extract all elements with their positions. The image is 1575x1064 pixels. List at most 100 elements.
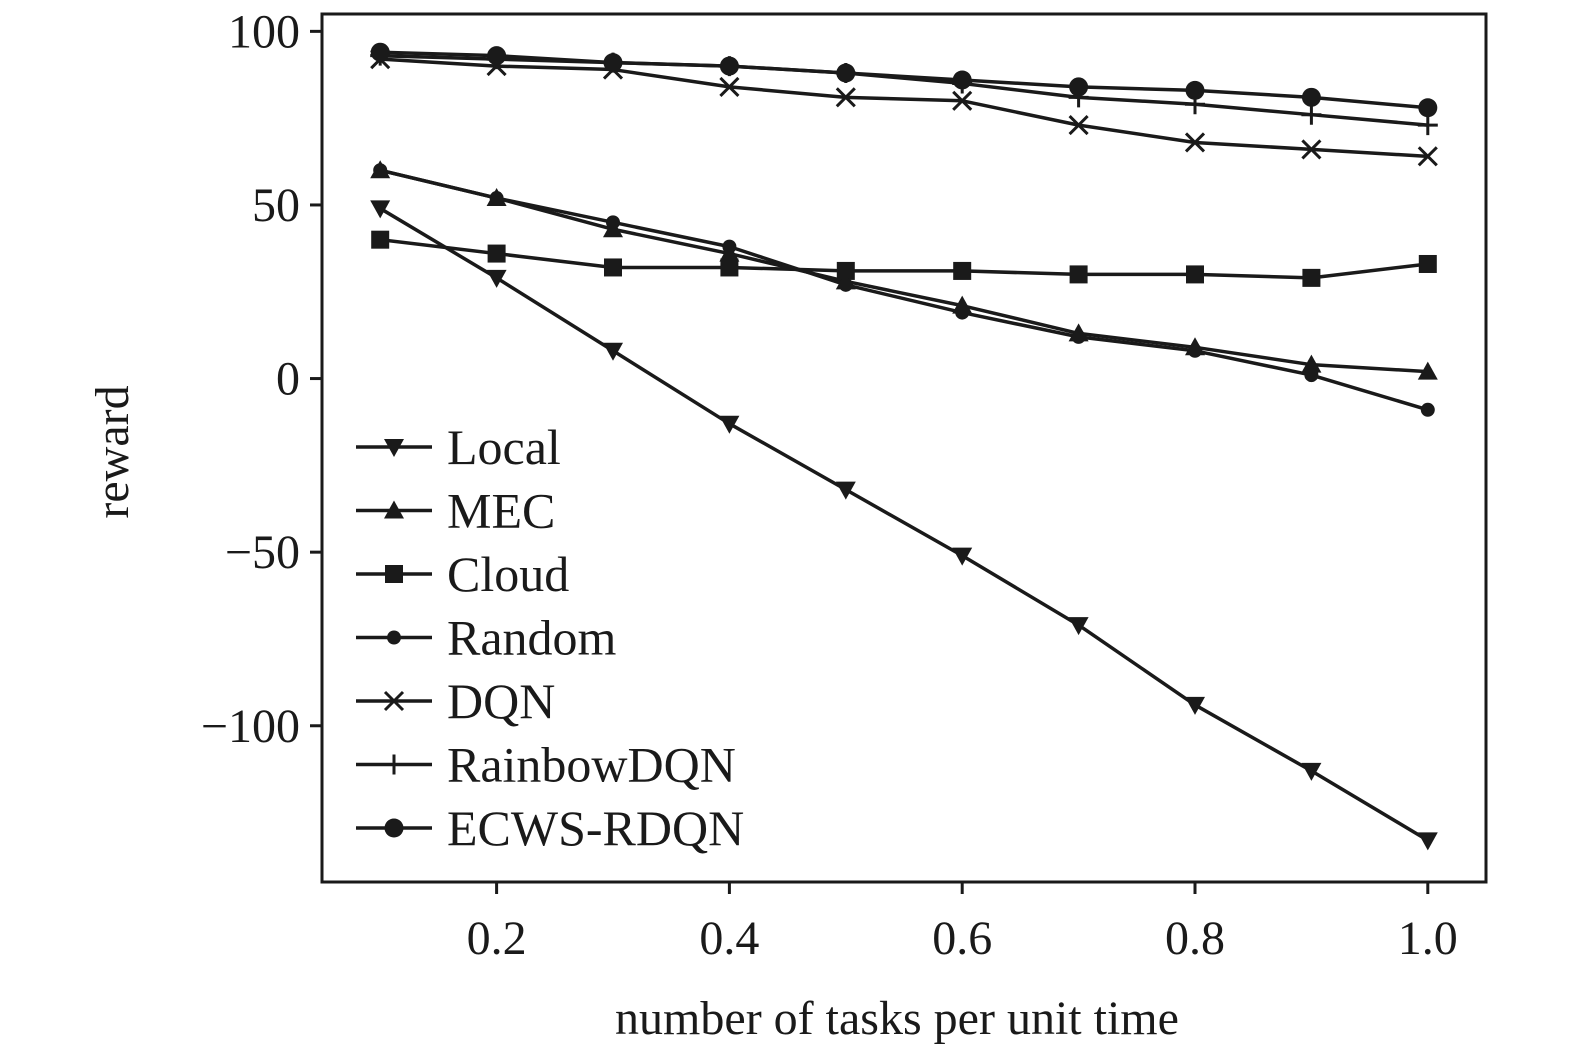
plot-frame [320,12,1488,884]
series-ecws-rdqn [370,42,1438,118]
data-point-cloud [487,244,506,263]
legend-label: ECWS-RDQN [447,800,744,856]
legend-item-random: Random [356,610,617,666]
data-point-cloud [1302,268,1321,287]
data-point-random [489,191,504,206]
legend-item-mec: MEC [356,483,555,539]
y-tick-label: 0 [276,353,300,406]
data-point-random [1304,368,1319,383]
data-point-ecws-rdqn [603,53,623,73]
data-point-dqn [835,87,856,108]
legend-item-cloud: Cloud [356,546,569,602]
series-line-mec [379,168,1428,374]
series-line-local [379,206,1429,842]
x-tick-label: 1.0 [1398,912,1458,965]
data-point-rainbowdqn [1301,104,1322,125]
data-point-dqn [952,90,973,111]
data-point-local [370,200,391,219]
x-tick-label: 0.8 [1165,912,1225,965]
legend-item-local: Local [356,419,561,475]
legend-marker-ecws-rdqn [384,818,404,838]
data-point-local [1301,762,1322,781]
legend-label: Cloud [447,546,569,602]
data-point-random [1188,343,1202,358]
series-cloud [371,230,1437,287]
data-point-cloud [720,258,739,277]
data-point-random [955,305,970,320]
legend-marker-dqn [383,690,405,712]
data-point-cloud [953,261,972,280]
data-point-local [603,342,623,361]
data-point-ecws-rdqn [1069,77,1089,97]
legend-item-ecws-rdqn: ECWS-RDQN [356,800,744,856]
y-tick-label: −100 [201,700,300,753]
legend-marker-mec [384,500,404,519]
series-layer [370,42,1438,851]
data-point-dqn [719,76,740,97]
legend: Local MEC Cloud Random DQN RainbowDQN ECWS-RDQ… [356,419,744,856]
legend-label: MEC [447,483,555,539]
data-point-ecws-rdqn [1418,98,1438,118]
data-point-local [486,269,507,288]
data-point-ecws-rdqn [719,56,739,76]
data-point-local [1185,696,1205,715]
data-point-ecws-rdqn [487,46,507,66]
x-axis-title: number of tasks per unit time [615,992,1179,1045]
legend-label: RainbowDQN [447,737,736,793]
x-axis: 0.2 0.4 0.6 0.8 1.0 [467,882,1458,965]
data-point-mec [1417,361,1438,380]
series-line-cloud [379,237,1429,280]
data-point-ecws-rdqn [952,70,972,90]
data-point-cloud [604,258,622,277]
data-point-cloud [1418,254,1437,273]
x-tick-label: 0.4 [699,912,759,965]
y-tick-label: −50 [225,526,300,579]
data-point-cloud [371,230,390,249]
legend-label: DQN [447,673,555,729]
x-tick-label: 0.2 [467,912,527,965]
series-line-ecws-rdqn [380,50,1428,110]
data-point-cloud [836,261,855,280]
data-point-random [1420,402,1435,417]
legend-label: Local [447,419,561,475]
series-random [373,163,1435,417]
data-point-random [838,277,853,292]
data-point-local [952,547,973,566]
data-point-cloud [1186,265,1204,284]
data-point-ecws-rdqn [1185,80,1205,100]
data-point-local [1417,832,1438,851]
data-point-cloud [1069,265,1088,284]
data-point-random [722,239,737,254]
legend-label: Random [447,610,617,666]
data-point-dqn [1301,139,1322,160]
data-point-mec [1301,354,1322,373]
data-point-random [606,215,620,230]
data-point-rainbowdqn [1417,115,1438,136]
series-dqn [370,49,1438,167]
data-point-dqn [1184,132,1206,153]
data-point-dqn [1417,146,1438,167]
data-point-random [1071,329,1086,344]
legend-marker-rainbowdqn [384,754,404,775]
y-tick-label: 100 [228,5,300,58]
x-tick-label: 0.6 [932,912,992,965]
data-point-local [1068,617,1089,636]
data-point-local [719,415,740,434]
legend-item-rainbowdqn: RainbowDQN [356,737,736,793]
y-axis: 100 50 0 −50 −100 [201,5,322,753]
legend-marker-random [387,630,401,645]
data-point-random [373,163,388,178]
series-line-dqn [380,57,1428,159]
data-point-local [835,481,856,500]
data-point-dqn [1068,115,1089,136]
legend-marker-cloud [385,565,403,583]
legend-item-dqn: DQN [356,673,555,729]
data-point-ecws-rdqn [836,63,856,83]
y-axis-title: reward [86,385,139,518]
legend-marker-local [384,439,404,457]
data-point-ecws-rdqn [370,42,390,62]
data-point-ecws-rdqn [1301,87,1321,107]
series-local [370,200,1438,851]
